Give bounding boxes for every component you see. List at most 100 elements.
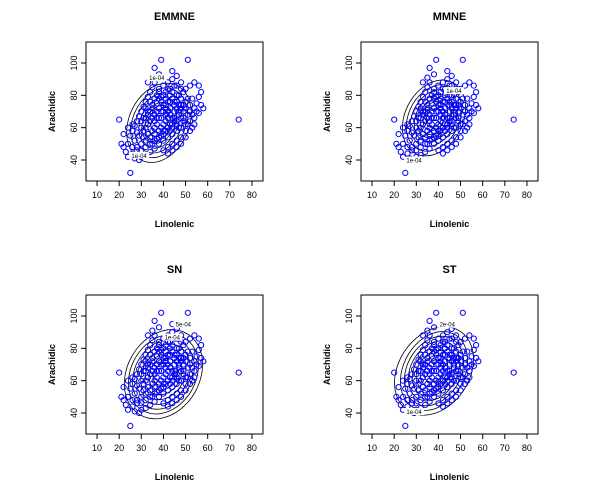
x-tick-label: 80 xyxy=(522,190,532,200)
data-point xyxy=(444,329,451,336)
data-point xyxy=(402,422,409,429)
data-point xyxy=(162,354,169,362)
data-point xyxy=(448,390,455,397)
data-point xyxy=(413,393,420,400)
data-point xyxy=(155,114,163,122)
data-point xyxy=(457,380,464,387)
data-point xyxy=(419,79,426,86)
data-point xyxy=(450,124,457,131)
data-point xyxy=(439,79,446,86)
data-point xyxy=(178,377,185,384)
data-point xyxy=(138,393,145,400)
data-point xyxy=(191,332,198,339)
data-point xyxy=(408,371,415,378)
data-point xyxy=(155,393,163,400)
data-point xyxy=(426,348,433,355)
data-point xyxy=(457,134,464,141)
data-point xyxy=(151,145,158,152)
y-axis-label: Arachidic xyxy=(322,344,332,385)
data-point xyxy=(439,144,446,151)
data-point xyxy=(442,374,449,381)
data-point xyxy=(453,124,460,131)
data-point xyxy=(142,397,149,404)
data-point xyxy=(397,148,404,155)
data-point xyxy=(439,150,446,157)
data-point xyxy=(184,374,191,381)
data-point xyxy=(127,385,134,392)
data-point xyxy=(417,105,424,112)
x-tick-label: 40 xyxy=(158,443,168,453)
data-point xyxy=(426,124,433,131)
data-point xyxy=(178,95,185,102)
x-tick-label: 60 xyxy=(203,190,213,200)
data-point xyxy=(448,335,455,342)
data-point xyxy=(195,346,202,354)
scatter-points xyxy=(391,309,517,429)
data-point xyxy=(444,140,451,147)
data-point xyxy=(124,377,132,384)
y-tick-label: 100 xyxy=(69,55,79,70)
y-axis: 40 60 80 100 xyxy=(69,55,86,165)
data-point xyxy=(160,147,167,154)
data-point xyxy=(413,377,420,384)
data-point xyxy=(426,64,433,72)
data-point xyxy=(430,387,438,394)
data-point xyxy=(147,342,154,349)
data-point xyxy=(191,79,198,86)
data-point xyxy=(439,134,446,141)
data-point xyxy=(184,348,191,355)
data-point xyxy=(428,367,435,375)
data-point xyxy=(158,114,165,122)
y-axis: 40 60 80 100 xyxy=(69,308,86,418)
data-point xyxy=(399,393,407,400)
data-point xyxy=(453,387,460,394)
x-tick-label: 10 xyxy=(367,190,377,200)
data-point xyxy=(408,397,415,404)
data-point xyxy=(151,137,158,144)
data-point xyxy=(437,127,444,134)
data-point xyxy=(435,335,442,342)
data-point xyxy=(191,121,198,128)
y-tick-label: 100 xyxy=(344,308,354,323)
data-point xyxy=(151,348,158,355)
contour-label: 5e-04 xyxy=(176,323,192,329)
data-point xyxy=(120,131,127,138)
data-point xyxy=(461,335,469,342)
data-point xyxy=(116,116,123,123)
data-point xyxy=(142,351,149,358)
data-point xyxy=(393,393,400,400)
data-point xyxy=(178,140,185,147)
data-point xyxy=(459,56,466,63)
data-point xyxy=(129,403,136,410)
data-point xyxy=(444,393,451,400)
x-tick-label: 10 xyxy=(92,443,102,453)
data-point xyxy=(466,332,473,339)
data-point xyxy=(473,342,480,349)
data-point xyxy=(160,380,167,387)
data-point xyxy=(155,367,163,375)
data-point xyxy=(430,127,438,134)
data-point xyxy=(439,403,446,410)
data-point xyxy=(138,377,145,384)
data-point xyxy=(195,335,202,342)
data-point xyxy=(131,390,138,397)
data-point xyxy=(453,393,460,400)
x-axis-label: Linolenic xyxy=(155,219,195,229)
data-point xyxy=(470,93,477,101)
x-tick-label: 30 xyxy=(411,190,421,200)
x-tick-label: 30 xyxy=(411,443,421,453)
data-point xyxy=(151,95,158,102)
data-point xyxy=(395,131,402,138)
data-point xyxy=(448,98,455,105)
data-point xyxy=(198,342,205,349)
data-point xyxy=(435,380,442,387)
data-point xyxy=(169,76,176,83)
x-tick-label: 20 xyxy=(114,443,124,453)
data-point xyxy=(391,369,398,376)
data-point xyxy=(459,348,466,355)
data-point xyxy=(178,134,185,141)
data-point xyxy=(430,71,438,78)
data-point xyxy=(180,108,187,115)
x-tick-label: 70 xyxy=(500,190,510,200)
y-tick-label: 60 xyxy=(69,123,79,133)
